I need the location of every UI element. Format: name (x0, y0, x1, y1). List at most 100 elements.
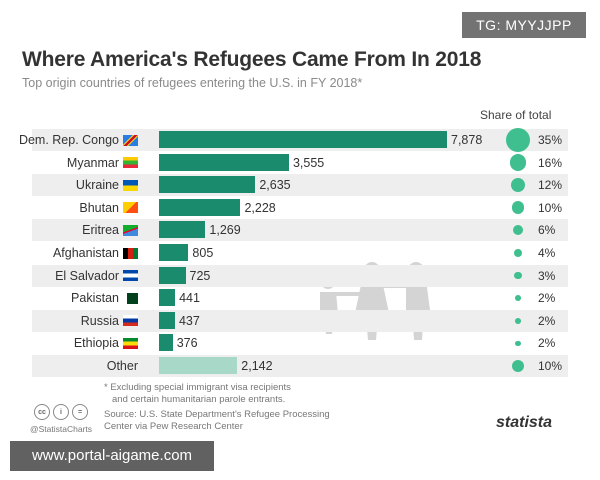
watermark-bottom: www.portal-aigame.com (10, 441, 214, 471)
flag-icon (123, 337, 138, 349)
value-label: 725 (189, 268, 211, 283)
share-dot (509, 154, 527, 171)
flag-icon (123, 157, 138, 169)
value-label: 805 (192, 246, 214, 260)
bar (159, 221, 206, 239)
chart-row: Eritrea 1,269 6% (32, 219, 568, 242)
category-label: Myanmar (67, 152, 138, 174)
category-label: Ukraine (76, 174, 138, 196)
chart-row: Ukraine 2,635 12% (32, 174, 568, 197)
statista-logo: statista (496, 414, 553, 431)
share-dot (511, 201, 525, 215)
chart-row: Other 2,142 10% (32, 355, 568, 377)
source: Source: U.S. State Department's Refugee … (104, 409, 330, 433)
bar (159, 244, 189, 261)
share-label: 2% (538, 313, 556, 328)
license-icons: cc i = (34, 404, 88, 420)
bar (159, 334, 173, 352)
source-line-1: Source: U.S. State Department's Refugee … (104, 409, 330, 420)
category-label-text: Bhutan (79, 200, 119, 215)
category-label-text: Other (106, 359, 138, 373)
flag-icon (123, 292, 138, 304)
share-dot (515, 340, 521, 347)
share-label: 10% (538, 359, 563, 373)
source-line-2: Center via Pew Research Center (104, 421, 243, 432)
chart-row: Dem. Rep. Congo 7,878 35% (19, 128, 568, 152)
category-label-text: Pakistan (71, 291, 119, 306)
category-label-text: El Salvador (55, 268, 119, 283)
chart-title: Where America's Refugees Came From In 20… (22, 48, 482, 71)
share-label: 35% (538, 133, 563, 147)
value-label: 3,555 (292, 155, 325, 170)
share-label: 3% (538, 268, 556, 283)
bar (159, 266, 186, 284)
category-label: Dem. Rep. Congo (19, 129, 138, 151)
statista-handle: @StatistaCharts (30, 424, 93, 434)
chart-row: Bhutan 2,228 10% (32, 197, 568, 219)
value-label: 2,228 (244, 200, 276, 215)
share-label: 10% (538, 200, 563, 215)
share-dot (511, 359, 525, 373)
bar (159, 198, 241, 216)
bar (159, 176, 256, 194)
share-dot (514, 272, 522, 280)
chart-subtitle: Top origin countries of refugees enterin… (22, 76, 363, 90)
footnote-line-1: * Excluding special immigrant visa recip… (104, 382, 291, 393)
watermark-top: TG: MYYJJPP (462, 12, 586, 38)
chart-row: Afghanistan 805 4% (32, 242, 568, 264)
share-label: 2% (538, 291, 556, 306)
value-label: 441 (179, 291, 200, 306)
share-dot (515, 295, 521, 302)
flag-icon (123, 179, 138, 191)
chart-row: Pakistan 441 2% (32, 287, 568, 309)
flag-icon (123, 270, 138, 282)
chart-row: Russia 437 2% (32, 309, 568, 332)
chart-row: Ethiopia 376 2% (32, 332, 568, 354)
share-label: 2% (538, 336, 556, 351)
value-label: 2,142 (241, 359, 273, 373)
category-label-text: Eritrea (82, 223, 119, 238)
share-dot (510, 178, 526, 193)
category-label-text: Dem. Rep. Congo (18, 133, 119, 147)
category-label: Other (107, 355, 138, 377)
value-label: 7,878 (451, 133, 483, 147)
flag-icon (123, 247, 138, 259)
share-label: 4% (538, 246, 556, 260)
bar (159, 311, 175, 329)
bar (159, 153, 289, 171)
bar (159, 357, 238, 374)
cc-icon: cc (34, 404, 50, 420)
value-label: 2,635 (259, 178, 291, 193)
flag-icon (123, 134, 138, 146)
no-derivatives-icon: = (72, 404, 88, 420)
category-label-text: Afghanistan (52, 246, 119, 260)
category-label: Ethiopia (74, 332, 138, 354)
share-dot (513, 225, 523, 236)
category-label-text: Russia (80, 313, 119, 328)
category-label: Afghanistan (53, 242, 138, 264)
bar (159, 289, 176, 307)
footnote-line-2: and certain humanitarian parole entrants… (112, 394, 286, 405)
category-label-text: Ethiopia (73, 336, 119, 351)
category-label-text: Myanmar (66, 155, 119, 170)
attribution-icon: i (53, 404, 69, 420)
category-label-text: Ukraine (75, 178, 119, 193)
flag-icon (123, 315, 138, 327)
share-label: 16% (538, 155, 563, 170)
flag-icon (123, 202, 138, 214)
value-label: 376 (176, 336, 198, 351)
share-label: 6% (538, 223, 556, 238)
category-label: Bhutan (79, 197, 138, 219)
chart-row: El Salvador 725 3% (32, 264, 568, 287)
category-label: Pakistan (71, 287, 138, 309)
bar (159, 131, 447, 148)
value-label: 437 (178, 313, 200, 328)
share-dot (506, 128, 530, 152)
category-label: Russia (81, 310, 138, 332)
category-label: El Salvador (55, 265, 138, 287)
share-header: Share of total (480, 108, 552, 122)
share-dot (513, 248, 523, 258)
chart-row: Myanmar 3,555 16% (32, 152, 568, 174)
value-label: 1,269 (209, 223, 241, 238)
share-dot (515, 317, 521, 324)
